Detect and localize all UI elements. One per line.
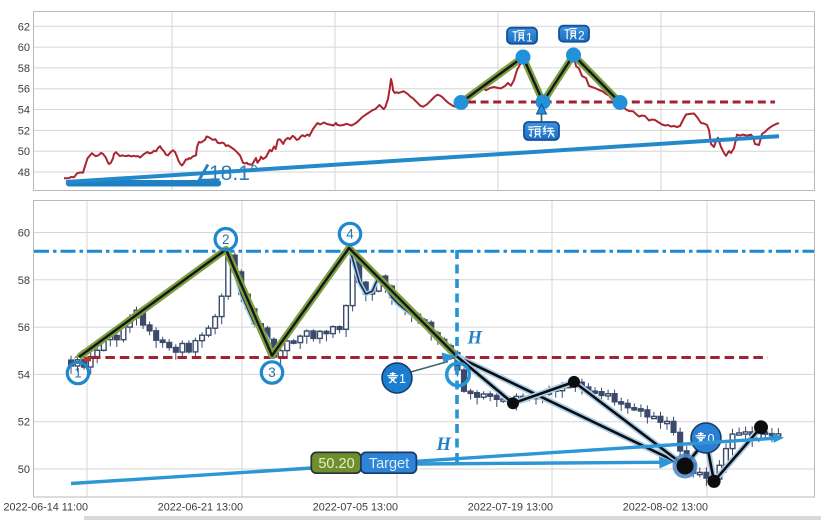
- svg-text:58: 58: [18, 275, 30, 287]
- svg-text:52: 52: [18, 417, 30, 429]
- svg-text:58: 58: [18, 63, 30, 75]
- svg-text:2022-07-05 13:00: 2022-07-05 13:00: [313, 502, 398, 514]
- svg-text:1: 1: [74, 366, 82, 381]
- svg-text:54: 54: [18, 369, 30, 381]
- svg-text:1: 1: [399, 372, 406, 386]
- svg-text:62: 62: [18, 21, 30, 33]
- svg-text:3: 3: [268, 365, 276, 380]
- svg-text:56: 56: [18, 322, 30, 334]
- svg-text:50: 50: [18, 146, 30, 158]
- svg-text:60: 60: [18, 42, 30, 54]
- svg-text:H: H: [467, 329, 483, 349]
- svg-text:2022-08-02 13:00: 2022-08-02 13:00: [623, 502, 708, 514]
- svg-text:18.1°: 18.1°: [209, 162, 258, 185]
- svg-text:2: 2: [222, 232, 230, 247]
- svg-text:Target: Target: [369, 456, 409, 472]
- svg-text:52: 52: [18, 125, 30, 137]
- svg-text:60: 60: [18, 228, 30, 240]
- svg-text:54: 54: [18, 105, 30, 117]
- svg-text:H: H: [436, 435, 452, 455]
- svg-text:56: 56: [18, 84, 30, 96]
- svg-text:2022-06-21 13:00: 2022-06-21 13:00: [158, 502, 243, 514]
- svg-text:0: 0: [708, 432, 715, 446]
- svg-text:48: 48: [18, 167, 30, 179]
- svg-text:2022-07-19 13:00: 2022-07-19 13:00: [468, 502, 553, 514]
- svg-text:4: 4: [346, 227, 354, 242]
- svg-text:2: 2: [578, 29, 585, 43]
- svg-text:50.20: 50.20: [318, 456, 354, 472]
- svg-text:2022-06-14 11:00: 2022-06-14 11:00: [4, 502, 88, 514]
- svg-text:1: 1: [526, 31, 533, 45]
- svg-text:50: 50: [18, 464, 30, 476]
